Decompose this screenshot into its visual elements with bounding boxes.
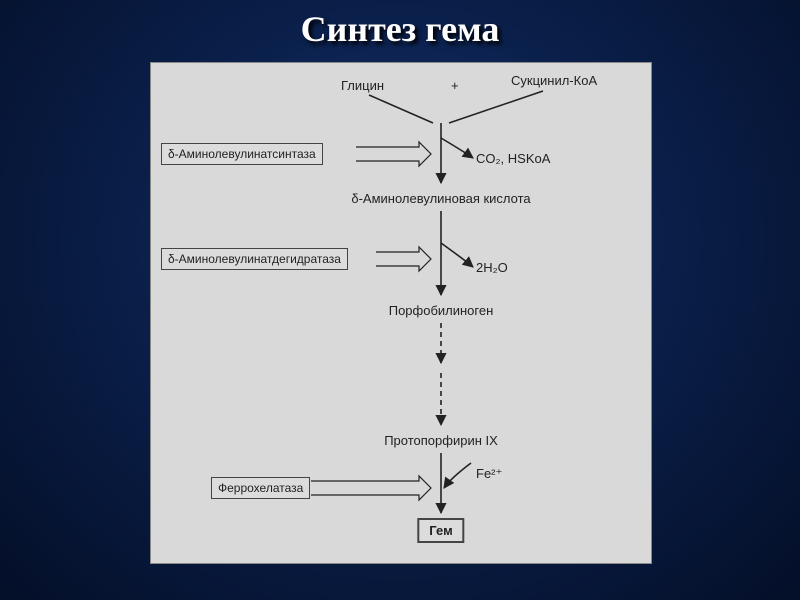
byproduct-0: CO₂, HSKoA [476, 151, 550, 166]
enzyme-0: δ-Аминолевулинатсинтаза [161, 143, 323, 165]
heme-synthesis-diagram: Глицин + Сукцинил-КоА δ-Аминолевулинатсинта… [151, 63, 651, 563]
substrate-succinyl: Сукцинил-КоА [511, 73, 597, 88]
final-product: Гем [417, 518, 464, 543]
intermediate-2: Протопорфирин IX [384, 433, 498, 448]
byproduct-2: Fe²⁺ [476, 466, 502, 482]
enzyme-2: Феррохелатаза [211, 477, 310, 499]
substrate-plus: + [451, 78, 459, 93]
intermediate-1: Порфобилиноген [389, 303, 494, 318]
slide-title: Синтез гема [0, 8, 800, 50]
substrate-glycine: Глицин [341, 78, 384, 93]
byproduct-1: 2H₂O [476, 260, 508, 275]
intermediate-0: δ-Аминолевулиновая кислота [351, 191, 530, 206]
enzyme-1: δ-Аминолевулинатдегидратаза [161, 248, 348, 270]
diagram-container: Глицин + Сукцинил-КоА δ-Аминолевулинатсинта… [150, 62, 652, 564]
